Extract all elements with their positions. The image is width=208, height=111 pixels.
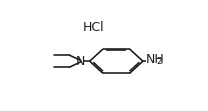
Text: HCl: HCl <box>83 21 104 34</box>
Text: 2: 2 <box>156 56 162 65</box>
Text: N: N <box>76 55 85 68</box>
Text: NH: NH <box>146 53 165 66</box>
